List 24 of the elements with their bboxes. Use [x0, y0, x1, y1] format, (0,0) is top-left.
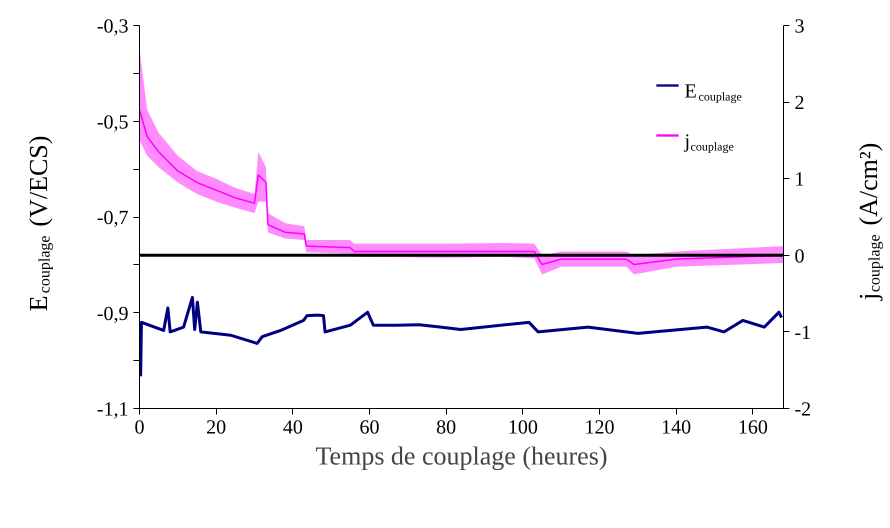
y2-tick-label: -1: [794, 322, 812, 344]
x-tick-label: 120: [584, 416, 614, 438]
line-series: [140, 296, 784, 376]
x-axis-title: Temps de couplage (heures): [316, 442, 608, 470]
y2-axis-title: jcouplage (A/cm²): [854, 142, 884, 301]
x-tick-label: 60: [360, 416, 380, 438]
x-tick-label: 80: [436, 416, 456, 438]
y2-tick-label: -2: [794, 398, 812, 420]
y2-tick-label: 1: [794, 168, 804, 191]
y-axis-title: Ecouplage (V/ECS): [24, 136, 54, 312]
y2-tick-label: 0: [794, 245, 804, 268]
y2-tick-label: 2: [794, 92, 804, 114]
x-tick-label: 160: [738, 416, 768, 438]
x-tick-label: 0: [134, 416, 144, 438]
y-tick-label: -0,5: [96, 111, 129, 134]
y-tick-label: -0,3: [96, 16, 129, 38]
x-tick-label: 140: [661, 416, 692, 438]
x-tick-label: 20: [206, 416, 226, 438]
y-tick-label: -1,1: [96, 398, 129, 420]
y-tick-label: -0,7: [96, 207, 129, 229]
y-tick-label: -0,9: [96, 302, 129, 325]
x-tick-label: 100: [508, 416, 538, 438]
x-tick-label: 40: [282, 416, 303, 438]
y2-tick-label: 3: [794, 16, 804, 38]
